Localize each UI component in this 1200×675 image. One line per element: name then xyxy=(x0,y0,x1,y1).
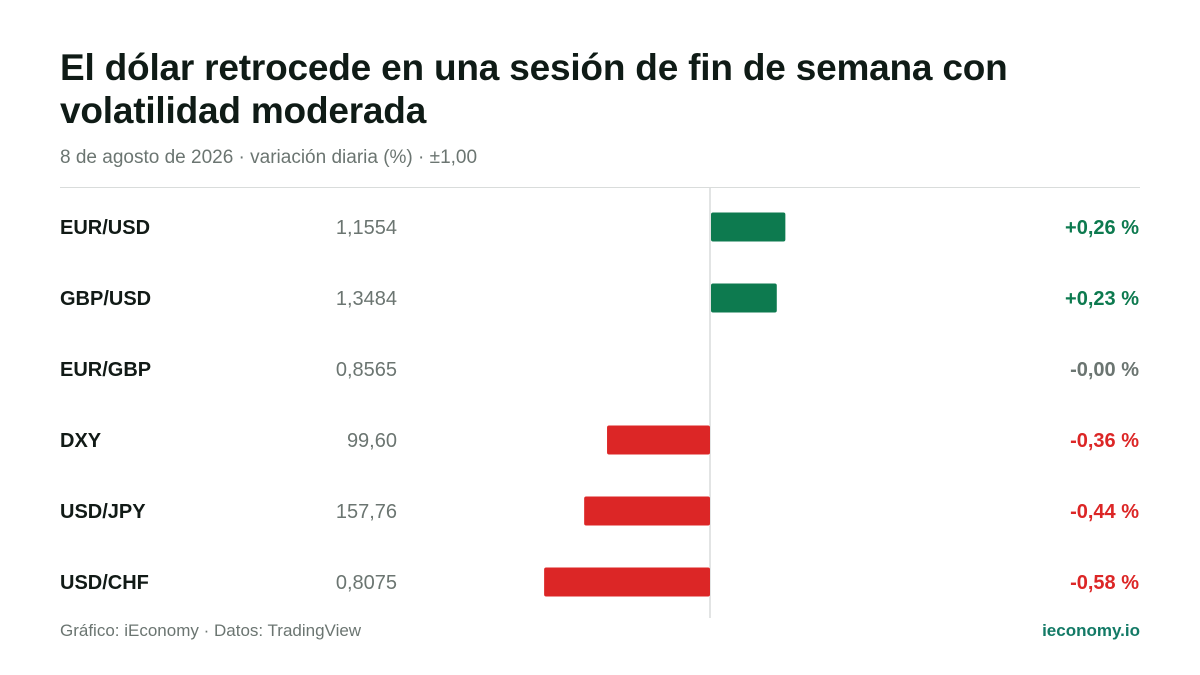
row-usd-jpy-value-label: -0,44 % xyxy=(1070,501,1139,523)
row-usd-chf-price: 0,8075 xyxy=(336,572,397,594)
bar-chart: EUR/USD 1,1554 +0,26 % GBP/USD 1,3484 +0,23 %… xyxy=(60,188,1139,618)
row-usd-chf-bar xyxy=(544,567,710,597)
row-usd-jpy-bar xyxy=(584,496,710,526)
row-usd-chf-label: USD/CHF xyxy=(60,572,149,594)
row-dxy-price: 99,60 xyxy=(347,430,397,452)
row-usd-jpy-price: 157,76 xyxy=(336,501,397,523)
row-dxy-bar xyxy=(607,425,710,455)
row-eur-usd-value-label: +0,26 % xyxy=(1065,217,1139,239)
row-eur-gbp-price: 0,8565 xyxy=(336,359,397,381)
footer-source: Gráfico: iEconomy · Datos: TradingView xyxy=(60,621,362,640)
row-eur-usd-bar xyxy=(711,212,786,242)
row-dxy-label: DXY xyxy=(60,430,102,452)
row-usd-jpy-label: USD/JPY xyxy=(60,501,146,523)
row-eur-gbp-value-label: -0,00 % xyxy=(1070,359,1139,381)
row-gbp-usd-bar xyxy=(711,283,777,313)
row-usd-chf-value-label: -0,58 % xyxy=(1070,572,1139,594)
row-eur-usd-label: EUR/USD xyxy=(60,217,150,239)
footer-brand[interactable]: ieconomy.io xyxy=(1042,621,1140,640)
chart-title: El dólar retrocede en una sesión de fin … xyxy=(60,47,1008,131)
chart-subtitle: 8 de agosto de 2026 · variación diaria (… xyxy=(60,147,478,168)
row-gbp-usd-price: 1,3484 xyxy=(336,288,397,310)
row-gbp-usd-label: GBP/USD xyxy=(60,288,151,310)
header-divider xyxy=(60,187,1140,188)
row-gbp-usd-value-label: +0,23 % xyxy=(1065,288,1139,310)
row-eur-gbp-label: EUR/GBP xyxy=(60,359,151,381)
row-dxy-value-label: -0,36 % xyxy=(1070,430,1139,452)
row-eur-usd-price: 1,1554 xyxy=(336,217,397,239)
